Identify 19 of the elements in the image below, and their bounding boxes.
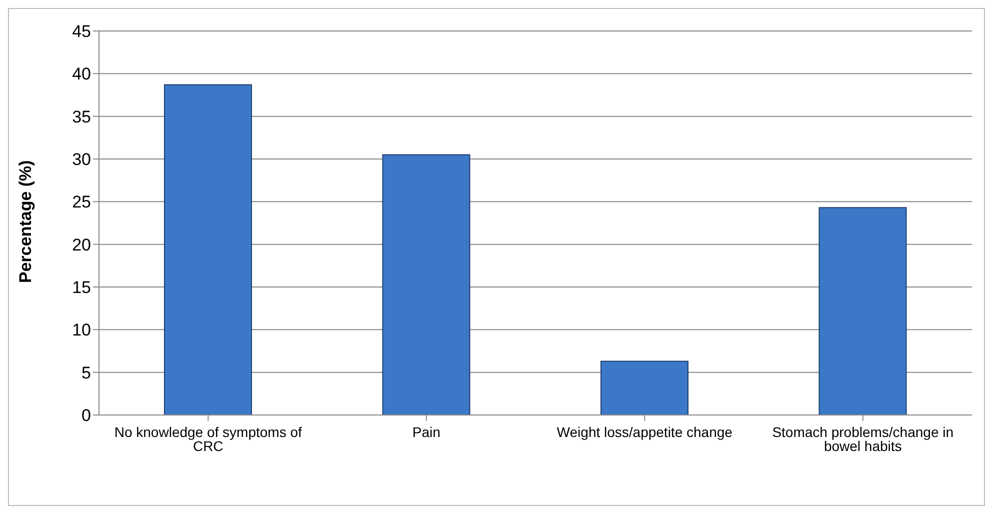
y-tick-label: 45 (72, 22, 91, 42)
y-tick-label: 10 (72, 320, 91, 340)
y-tick-label: 25 (72, 192, 91, 212)
y-tick-label: 35 (72, 107, 91, 126)
y-tick-label: 20 (72, 235, 91, 254)
x-tick-label: No knowledge of symptoms of CRC (114, 424, 302, 454)
bar (600, 360, 688, 415)
x-tick-label: Stomach problems/change in bowel habits (772, 424, 954, 454)
y-tick-label: 5 (82, 363, 91, 382)
y-tick-label: 15 (72, 278, 91, 298)
y-tick-label: 40 (72, 64, 91, 84)
bar (164, 84, 252, 415)
y-axis-title: Percentage (%) (16, 160, 36, 283)
bar (818, 207, 907, 415)
x-tick-label: Pain (412, 424, 440, 440)
x-tick-label: Weight loss/appetite change (556, 424, 733, 440)
y-tick-label: 0 (82, 406, 91, 426)
y-tick-label: 30 (72, 150, 91, 170)
bar (382, 154, 470, 415)
